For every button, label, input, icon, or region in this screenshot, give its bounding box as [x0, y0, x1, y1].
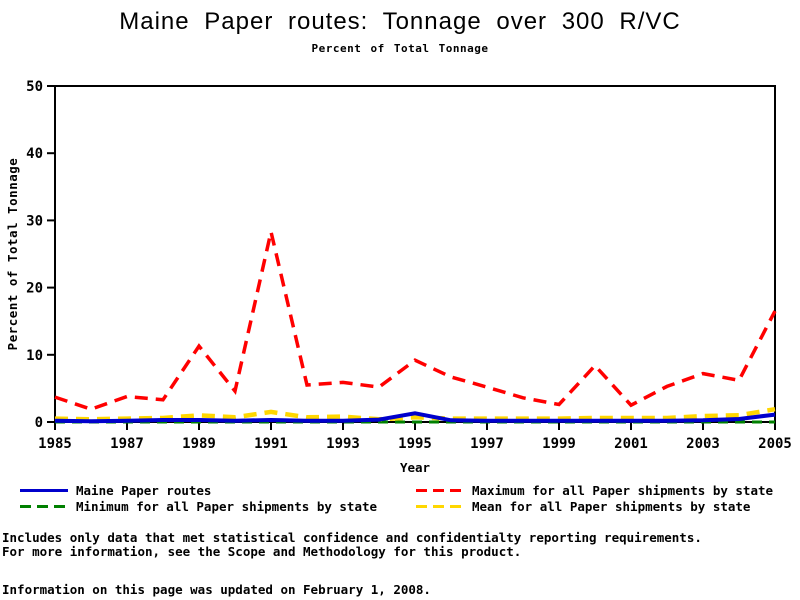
- chart-subtitle: Percent of Total Tonnage: [311, 42, 489, 55]
- chart-title: Maine Paper routes: Tonnage over 300 R/V…: [119, 8, 681, 35]
- legend-item-mean: Mean for all Paper shipments by state: [416, 499, 792, 514]
- legend-item-minimum: Minimum for all Paper shipments by state: [20, 499, 416, 514]
- legend-label: Mean for all Paper shipments by state: [472, 499, 751, 514]
- y-tick-label: 20: [26, 281, 43, 297]
- x-tick-label: 1991: [254, 436, 288, 452]
- x-tick-label: 1985: [38, 436, 72, 452]
- x-tick-label: 1989: [182, 436, 216, 452]
- x-tick-label: 1999: [542, 436, 576, 452]
- legend-item-maximum: Maximum for all Paper shipments by state: [416, 483, 792, 498]
- x-tick-label: 1987: [110, 436, 144, 452]
- legend-label: Maine Paper routes: [76, 483, 212, 498]
- footnote-updated: Information on this page was updated on …: [2, 582, 431, 597]
- y-tick-label: 0: [35, 415, 43, 431]
- footnote-line-1: Includes only data that met statistical …: [2, 530, 702, 545]
- y-tick-label: 40: [26, 146, 43, 162]
- legend-swatch-maximum: [416, 489, 464, 492]
- legend: Maine Paper routes Maximum for all Paper …: [20, 483, 792, 514]
- plot-frame: [54, 85, 776, 423]
- y-tick-label: 30: [26, 213, 43, 229]
- legend-label: Minimum for all Paper shipments by state: [76, 499, 378, 514]
- footnote-line-2: For more information, see the Scope and …: [2, 544, 522, 559]
- x-tick-label: 1995: [398, 436, 432, 452]
- legend-label: Maximum for all Paper shipments by state: [472, 483, 774, 498]
- x-axis-label: Year: [400, 460, 431, 475]
- y-tick-label: 10: [26, 348, 43, 364]
- x-tick-label: 2001: [614, 436, 648, 452]
- series-line-mean: [54, 406, 776, 422]
- x-tick-label: 1993: [326, 436, 360, 452]
- legend-item-maine: Maine Paper routes: [20, 483, 416, 498]
- series-line-maximum: [54, 231, 777, 412]
- legend-swatch-minimum: [20, 505, 68, 508]
- y-axis-label: Percent of Total Tonnage: [5, 158, 20, 351]
- plot-area: 0 10 20 30 40 50 1985 1987 1989 1991 1993 1995 1997 1…: [5, 79, 792, 475]
- x-tick-label: 1997: [470, 436, 504, 452]
- legend-swatch-mean: [416, 505, 464, 508]
- footnotes: Includes only data that met statistical …: [2, 531, 798, 597]
- x-tick-label: 2005: [758, 436, 792, 452]
- y-tick-label: 50: [26, 79, 43, 95]
- x-tick-label: 2003: [686, 436, 720, 452]
- legend-swatch-maine: [20, 489, 68, 492]
- series-line-maine: [54, 411, 776, 424]
